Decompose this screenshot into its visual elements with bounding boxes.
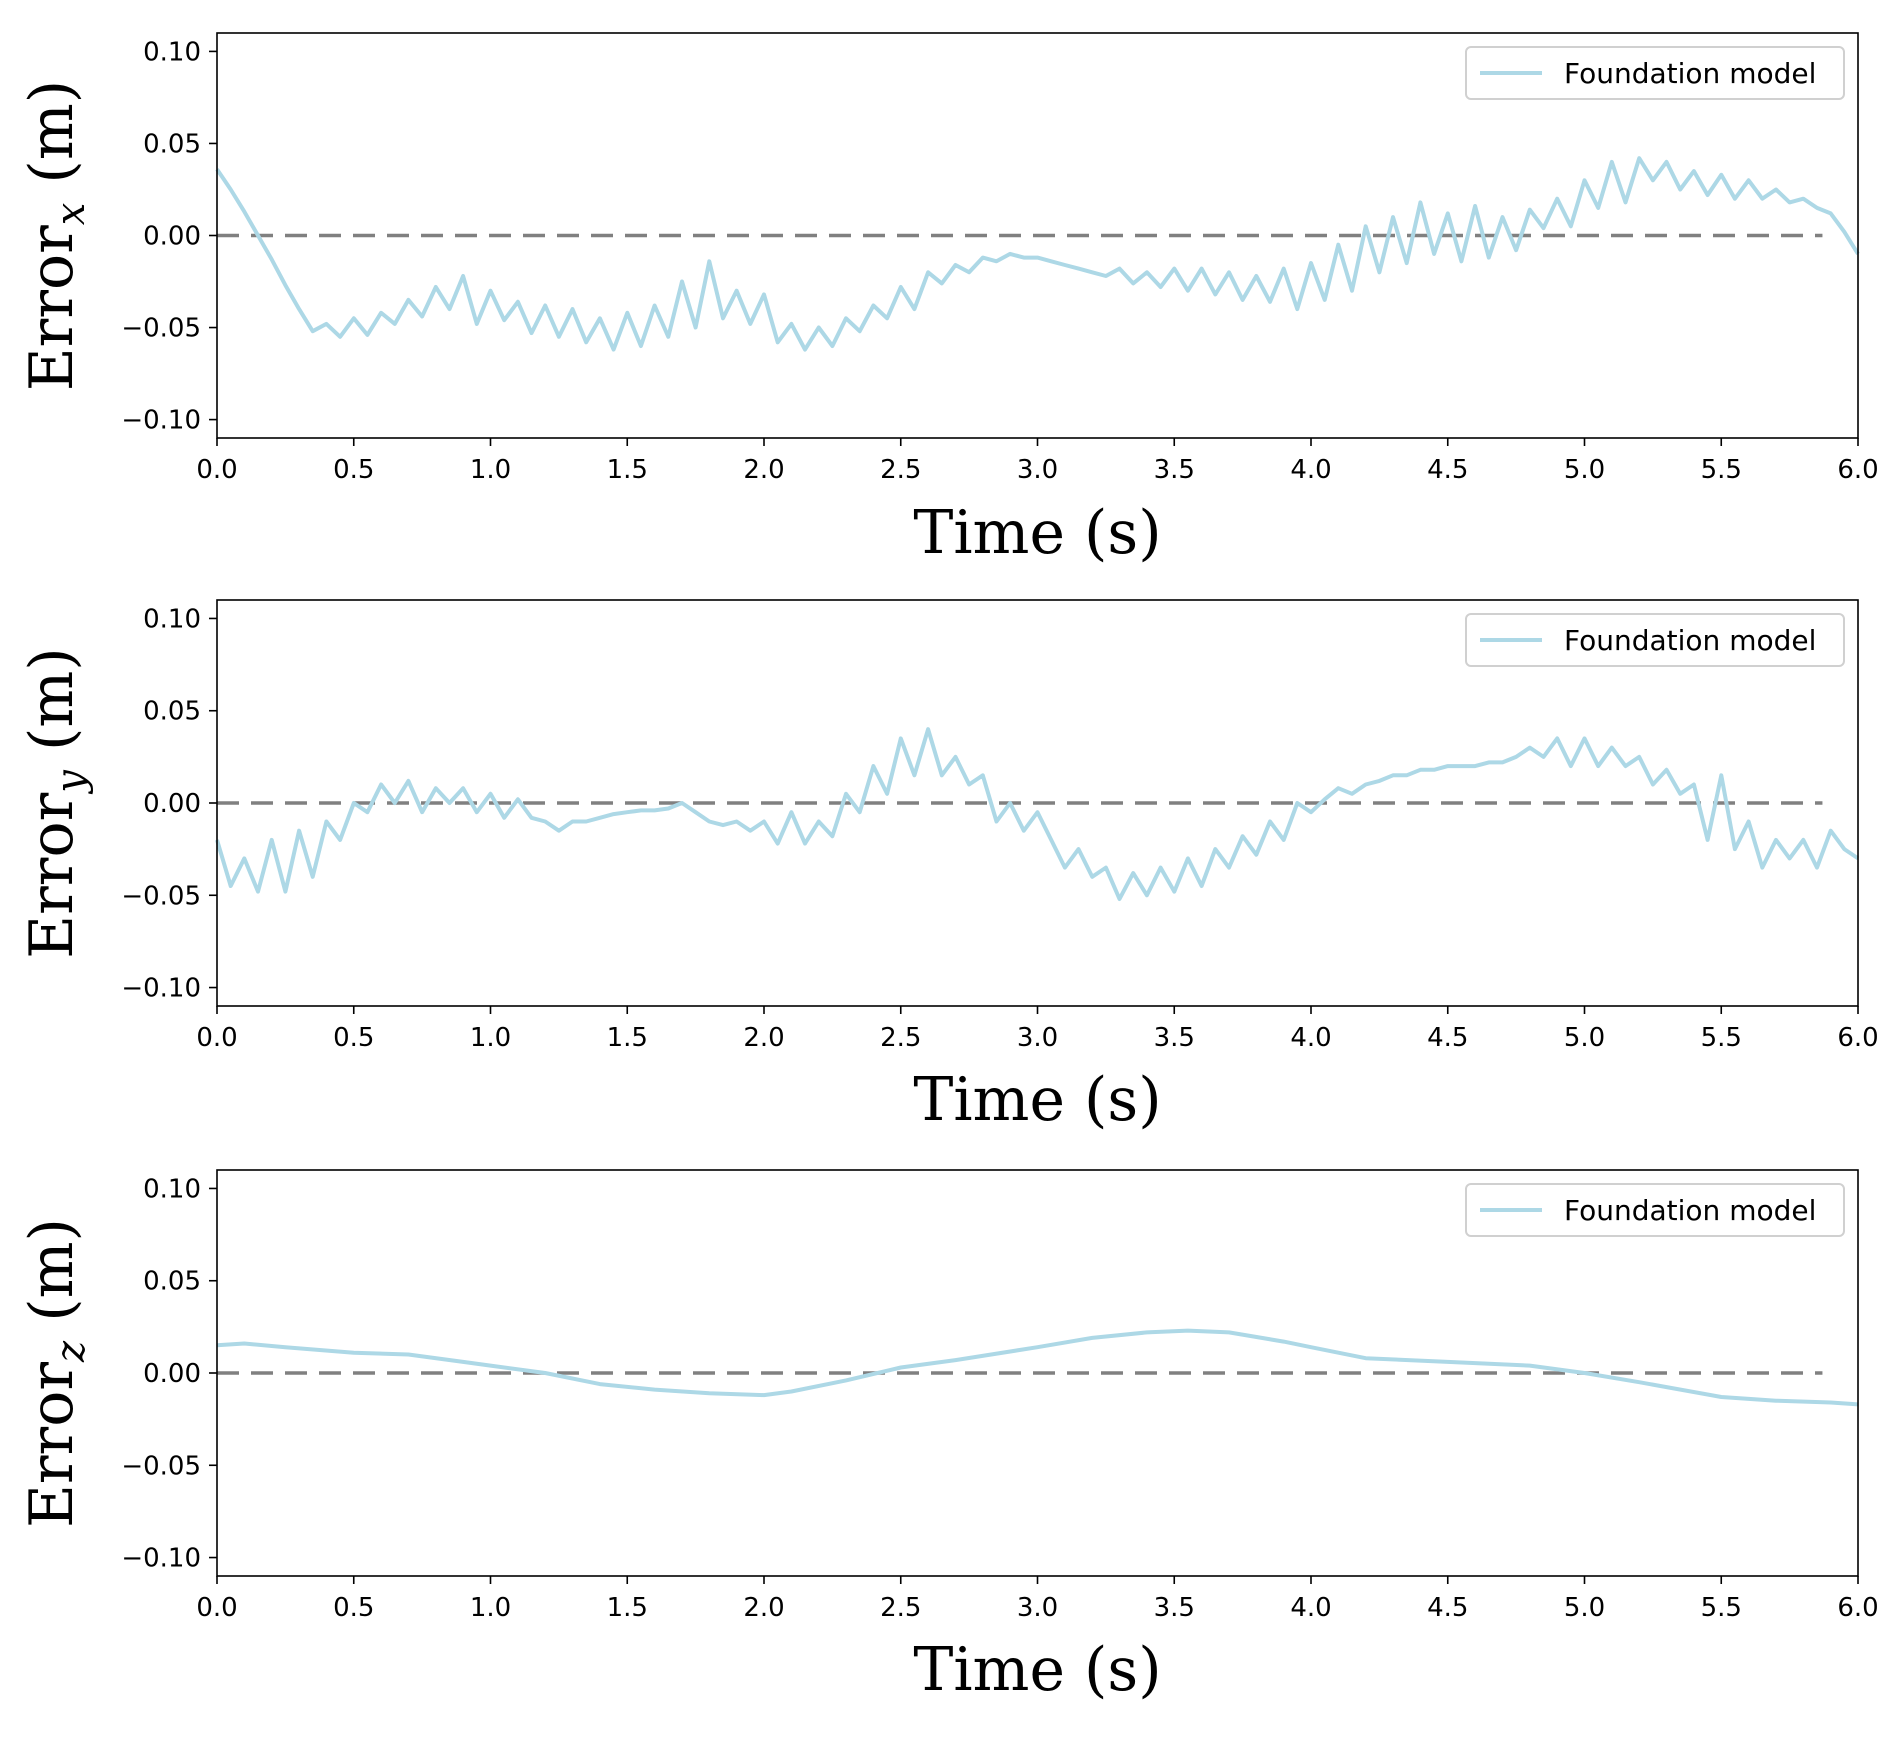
x-tick-label: 3.5 (1154, 1593, 1195, 1623)
y-tick-label: −0.05 (121, 1451, 201, 1481)
chart-panel-y: 0.0 0.5 1.0 1.5 2.0 2.5 3.0 3.5 4.0 4.5 5.0 5.5 6.0 0… (17, 599, 1879, 1135)
x-tick-label: 4.0 (1290, 1023, 1331, 1053)
x-tick-label: 5.5 (1701, 1593, 1742, 1623)
x-axis-title: Time (s) (913, 498, 1161, 568)
chart-panel-z: 0.0 0.5 1.0 1.5 2.0 2.5 3.0 3.5 4.0 4.5 5.0 5.5 6.0 0… (17, 1169, 1879, 1705)
y-tick-label: −0.05 (121, 314, 201, 344)
x-tick-label: 4.5 (1427, 1023, 1468, 1053)
y-tick-label: −0.10 (121, 974, 201, 1004)
y-axis-title-main: Error (17, 1362, 87, 1528)
x-tick-label: 3.5 (1154, 455, 1195, 485)
x-tick-label: 1.0 (470, 1593, 511, 1623)
x-tick-label: 3.0 (1017, 1593, 1058, 1623)
x-tick-label: 5.0 (1564, 1593, 1605, 1623)
x-tick-label: 2.0 (743, 455, 784, 485)
legend: Foundation model (1465, 1183, 1845, 1237)
y-axis-title: Errorx (m) (17, 80, 94, 391)
x-tick-label: 0.5 (333, 1593, 374, 1623)
x-tick-label: 1.0 (470, 455, 511, 485)
y-tick-label: 0.10 (143, 1174, 201, 1204)
y-tick-label: 0.05 (143, 1267, 201, 1297)
y-tick-label: 0.05 (143, 129, 201, 159)
legend-label: Foundation model (1564, 624, 1816, 657)
y-axis-title-main: Error (17, 792, 87, 958)
y-axis-title: Errory (m) (17, 647, 94, 958)
x-tick-label: 4.0 (1290, 455, 1331, 485)
x-tick-label: 0.0 (196, 1023, 237, 1053)
x-tick-label: 2.5 (880, 1023, 921, 1053)
y-tick-label: 0.05 (143, 697, 201, 727)
legend-label: Foundation model (1564, 57, 1816, 90)
y-axis-title-subscript: x (48, 203, 94, 226)
y-tick-label: −0.10 (121, 406, 201, 436)
x-axis-title: Time (s) (913, 1065, 1161, 1135)
x-tick-label: 3.5 (1154, 1023, 1195, 1053)
y-axis-title-units: (m) (17, 1218, 87, 1341)
x-tick-label: 2.5 (880, 1593, 921, 1623)
y-axis-title-subscript: z (48, 1340, 94, 1363)
x-tick-label: 0.5 (333, 1023, 374, 1053)
x-tick-label: 3.0 (1017, 455, 1058, 485)
x-tick-label: 5.5 (1701, 455, 1742, 485)
y-tick-label: 0.10 (143, 37, 201, 67)
y-tick-label: 0.00 (143, 1359, 201, 1389)
y-axis-title-units: (m) (17, 80, 87, 203)
y-tick-label: 0.00 (143, 789, 201, 819)
x-tick-label: 5.0 (1564, 1023, 1605, 1053)
x-tick-label: 0.0 (196, 1593, 237, 1623)
x-axis-title: Time (s) (913, 1635, 1161, 1705)
legend-box (1465, 46, 1845, 100)
chart-panel-x: 0.0 0.5 1.0 1.5 2.0 2.5 3.0 3.5 4.0 4.5 5.0 5.5 6.0 0… (17, 32, 1879, 568)
series-line-foundation-model (215, 727, 1860, 901)
legend: Foundation model (1465, 46, 1845, 100)
x-tick-label: 5.5 (1701, 1023, 1742, 1053)
y-axis-title: Errorz (m) (17, 1218, 94, 1528)
x-tick-label: 2.0 (743, 1023, 784, 1053)
x-tick-label: 6.0 (1837, 1593, 1878, 1623)
legend-box (1465, 1183, 1845, 1237)
y-axis-title-main: Error (17, 225, 87, 391)
y-tick-label: −0.05 (121, 881, 201, 911)
legend-label: Foundation model (1564, 1194, 1816, 1227)
x-tick-label: 2.0 (743, 1593, 784, 1623)
x-tick-label: 1.5 (607, 1593, 648, 1623)
x-tick-label: 1.5 (607, 1023, 648, 1053)
x-tick-label: 6.0 (1837, 455, 1878, 485)
x-tick-label: 0.0 (196, 455, 237, 485)
series-line-foundation-model (216, 1328, 1859, 1407)
legend-box (1465, 613, 1845, 667)
x-tick-label: 2.5 (880, 455, 921, 485)
x-tick-label: 5.0 (1564, 455, 1605, 485)
x-tick-label: 4.5 (1427, 455, 1468, 485)
legend: Foundation model (1465, 613, 1845, 667)
x-tick-label: 1.5 (607, 455, 648, 485)
x-tick-label: 6.0 (1837, 1023, 1878, 1053)
x-tick-label: 0.5 (333, 455, 374, 485)
series-line-foundation-model (215, 156, 1860, 352)
y-tick-label: −0.10 (121, 1544, 201, 1574)
x-tick-label: 1.0 (470, 1023, 511, 1053)
x-tick-label: 4.0 (1290, 1593, 1331, 1623)
x-tick-label: 3.0 (1017, 1023, 1058, 1053)
y-axis-title-subscript: y (48, 769, 94, 795)
y-tick-label: 0.10 (143, 604, 201, 634)
y-tick-label: 0.00 (143, 222, 201, 252)
y-axis-title-units: (m) (17, 647, 87, 770)
x-tick-label: 4.5 (1427, 1593, 1468, 1623)
